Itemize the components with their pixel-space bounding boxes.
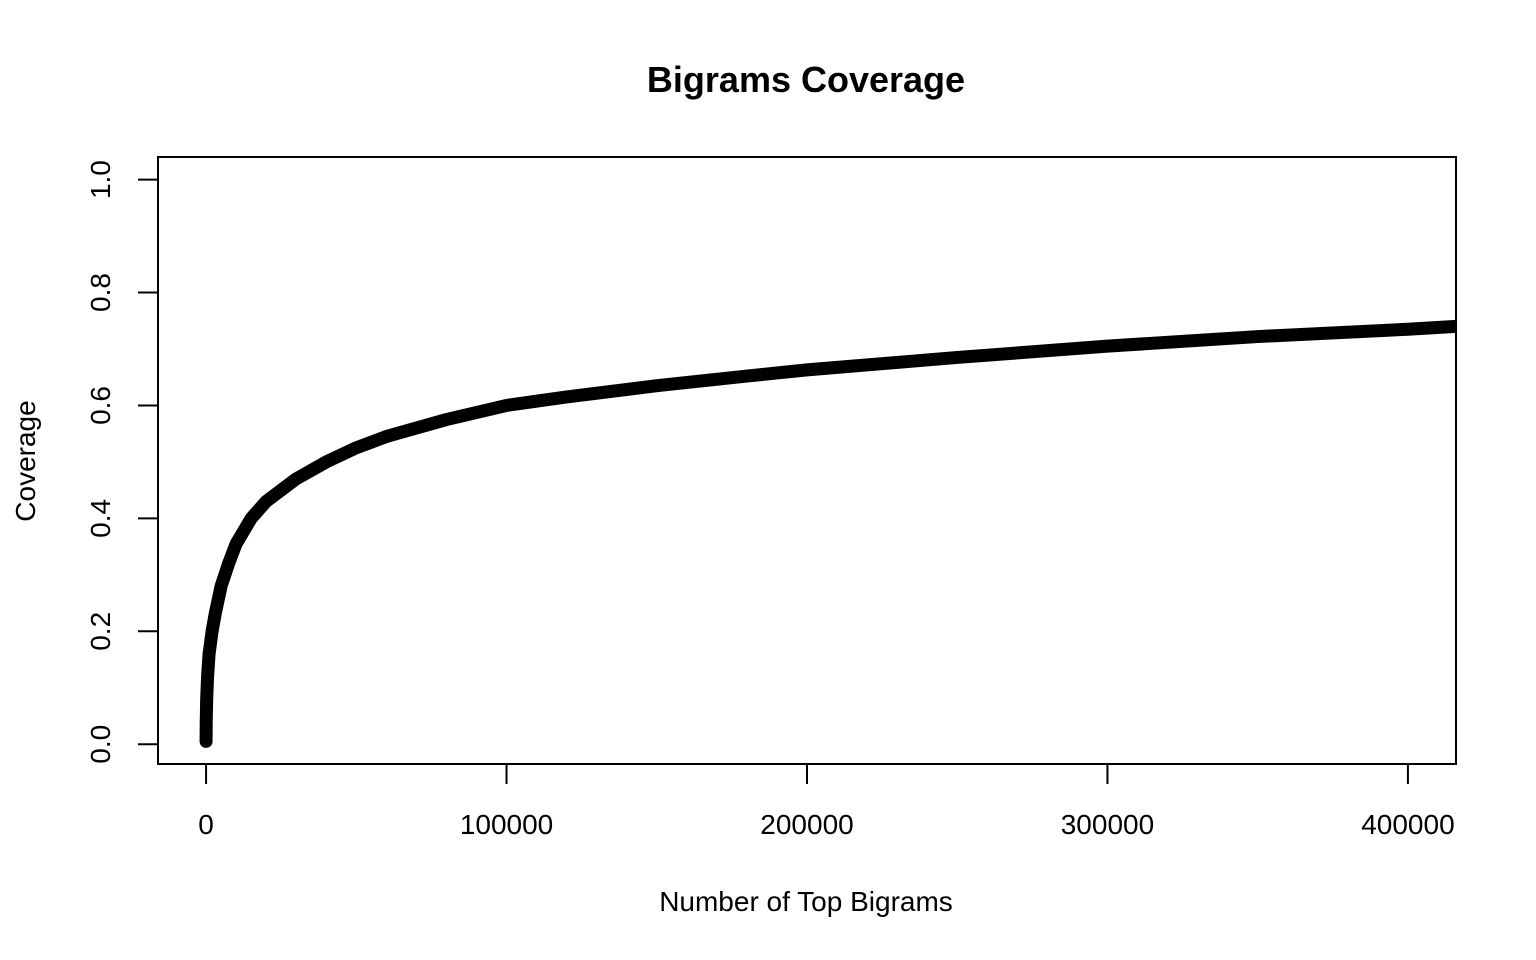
coverage-point bbox=[230, 537, 243, 550]
coverage-point bbox=[206, 625, 219, 638]
y-tick-label: 0.6 bbox=[85, 386, 116, 425]
y-tick-label: 0.2 bbox=[85, 612, 116, 651]
coverage-point bbox=[203, 647, 216, 660]
coverage-point bbox=[1450, 320, 1456, 333]
coverage-point bbox=[380, 430, 393, 443]
coverage-point bbox=[245, 512, 258, 525]
coverage-point bbox=[200, 693, 213, 706]
x-tick-label: 0 bbox=[198, 809, 214, 840]
plot-frame bbox=[157, 156, 1457, 765]
y-axis: 0.0 0.2 0.4 0.6 0.8 1.0 bbox=[85, 160, 159, 764]
x-axis: 0 100000 200000 300000 400000 bbox=[198, 763, 1455, 840]
coverage-point bbox=[201, 670, 214, 683]
coverage-point bbox=[440, 413, 453, 426]
coverage-series bbox=[199, 319, 1456, 748]
y-tick-label: 0.4 bbox=[85, 499, 116, 538]
coverage-point bbox=[500, 399, 513, 412]
coverage-point bbox=[801, 363, 813, 376]
coverage-point bbox=[350, 441, 363, 454]
coverage-point bbox=[410, 422, 423, 435]
coverage-point bbox=[215, 580, 228, 593]
coverage-point bbox=[1401, 323, 1414, 336]
y-tick-label: 0.0 bbox=[85, 725, 116, 764]
y-axis-label: Coverage bbox=[10, 400, 41, 521]
coverage-point bbox=[1251, 330, 1264, 343]
coverage-point bbox=[951, 351, 964, 364]
coverage-point bbox=[560, 390, 573, 403]
coverage-point bbox=[650, 379, 663, 392]
x-tick-label: 200000 bbox=[760, 809, 853, 840]
coverage-point bbox=[209, 608, 222, 621]
y-tick-label: 1.0 bbox=[85, 160, 116, 199]
coverage-point bbox=[222, 557, 235, 570]
x-axis-label: Number of Top Bigrams bbox=[659, 886, 953, 917]
coverage-point bbox=[260, 495, 273, 508]
coverage-point bbox=[200, 715, 213, 728]
coverage-point bbox=[1101, 340, 1114, 353]
y-tick-label: 0.8 bbox=[85, 273, 116, 312]
x-tick-label: 100000 bbox=[460, 809, 553, 840]
coverage-point bbox=[740, 370, 753, 383]
x-tick-label: 300000 bbox=[1061, 809, 1154, 840]
coverage-point bbox=[320, 455, 333, 468]
x-tick-label: 400000 bbox=[1361, 809, 1454, 840]
coverage-point bbox=[200, 735, 213, 748]
chart-title: Bigrams Coverage bbox=[647, 59, 965, 100]
coverage-line bbox=[199, 319, 1456, 748]
coverage-point bbox=[290, 472, 303, 485]
